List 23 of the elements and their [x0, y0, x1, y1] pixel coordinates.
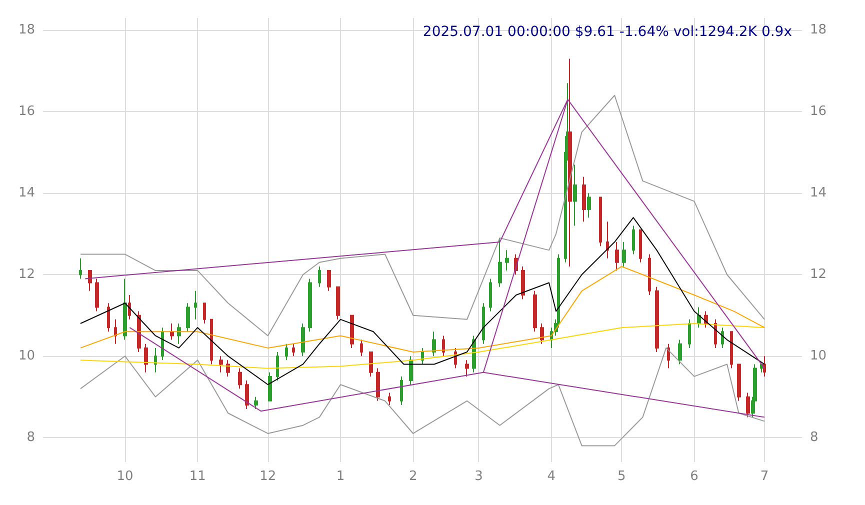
x-tick-label: 6: [690, 469, 698, 484]
y2-tick-label: 18: [810, 22, 827, 38]
x-tick-label: 12: [260, 469, 276, 484]
y2-tick-label: 8: [810, 430, 818, 446]
y2-tick-label: 16: [810, 104, 827, 120]
x-tick-label: 1: [336, 469, 345, 484]
y2-tick-label: 12: [810, 267, 827, 282]
x-tick-label: 10: [116, 469, 134, 484]
y-tick-label: 10: [18, 348, 35, 364]
x-tick-label: 11: [189, 469, 206, 484]
x-tick-label: 4: [547, 469, 556, 484]
chart-title: 2025.07.01 00:00:00 $9.61 -1.64% vol:1294.2K 0.9x: [422, 24, 792, 40]
y-tick-label: 16: [18, 104, 35, 120]
y-tick-label: 18: [18, 22, 35, 38]
x-tick-label: 5: [617, 469, 626, 484]
x-tick-label: 2: [408, 469, 418, 484]
y-tick-label: 14: [18, 186, 35, 201]
y2-tick-label: 10: [810, 348, 827, 364]
x-tick-label: 3: [474, 469, 483, 484]
y-tick-label: 8: [26, 430, 35, 446]
y-tick-label: 12: [18, 267, 35, 282]
y2-tick-label: 14: [810, 186, 827, 201]
x-tick-label: 7: [760, 469, 769, 484]
